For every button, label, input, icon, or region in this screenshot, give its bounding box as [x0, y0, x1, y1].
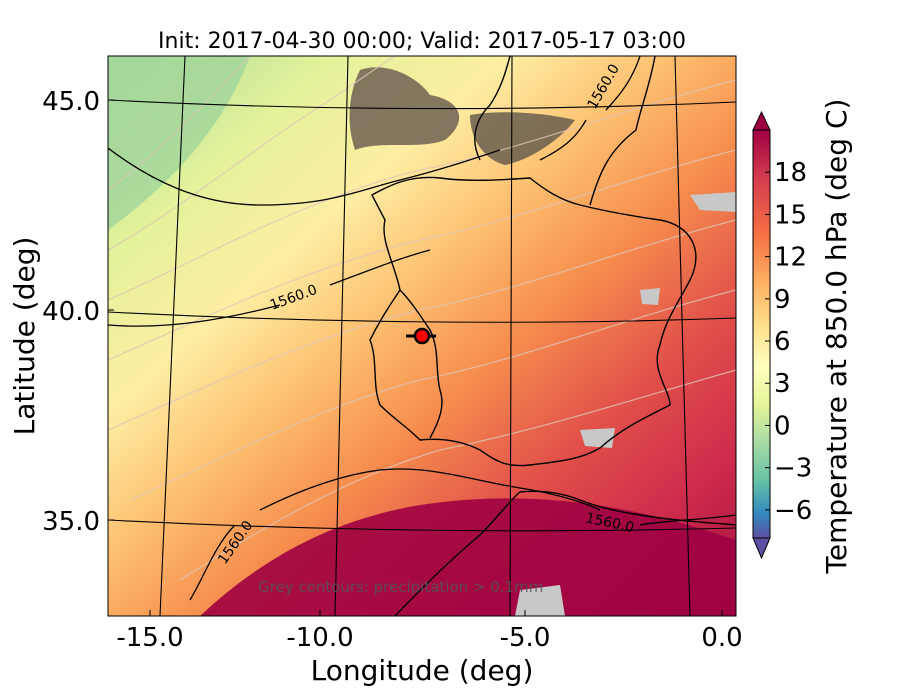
x-tick-label: -5.0	[500, 623, 551, 653]
portugal-border	[399, 289, 443, 439]
colorbar-tick-label: 12	[774, 243, 807, 273]
precipitation-patch	[640, 288, 660, 305]
france-coast	[474, 56, 511, 161]
colorbar-tick-label: 9	[774, 285, 791, 315]
map-area: 1560.0 1560.0 1560.0 1560.0 Grey contour…	[108, 56, 736, 616]
temperature-contours	[108, 56, 736, 581]
graticule	[108, 56, 736, 616]
france-coast-2	[589, 56, 656, 206]
colorbar-extend-top	[752, 110, 771, 131]
location-marker	[413, 327, 431, 345]
colorbar-tick-label: −6	[774, 496, 812, 526]
colorbar-tick-label: −3	[774, 454, 812, 484]
colorbar-tick-label: 0	[774, 411, 791, 441]
geopotential-contours	[108, 56, 736, 601]
x-tick-label: 0.0	[701, 623, 742, 653]
iberia-coast	[369, 176, 697, 467]
map-frame	[107, 55, 737, 617]
x-axis: -15.0 -10.0 -5.0 0.0 Longitude (deg)	[116, 610, 743, 687]
y-tick-label: 35.0	[42, 507, 100, 537]
precipitation-patch	[580, 428, 615, 448]
y-axis: 45.0 40.0 35.0 Latitude (deg)	[8, 87, 114, 537]
cool-zone	[108, 56, 250, 230]
colorbar-tick-label: 6	[774, 327, 791, 357]
colorbar-tick-label: 15	[774, 200, 807, 230]
colorbar-gradient	[752, 129, 771, 539]
x-axis-label: Longitude (deg)	[311, 654, 534, 687]
chart-title: Init: 2017-04-30 00:00; Valid: 2017-05-1…	[158, 29, 686, 54]
y-tick-label: 45.0	[42, 87, 100, 117]
y-tick-label: 40.0	[42, 297, 100, 327]
colorbar-extend-bottom	[752, 537, 771, 560]
colorbar-tick-label: 3	[774, 369, 791, 399]
precipitation-patch	[515, 585, 565, 616]
coastlines	[369, 56, 736, 616]
colorbar-tick-label: 18	[774, 158, 807, 188]
colorbar: −6 −3 0 3 6 9 12 15 18 Temperature at 850.0 hPa …	[752, 99, 853, 575]
precipitation-patch	[690, 192, 736, 212]
y-axis-label: Latitude (deg)	[8, 237, 41, 436]
x-tick-label: -15.0	[116, 623, 183, 653]
africa-coast	[394, 490, 736, 616]
x-tick-label: -10.0	[286, 623, 353, 653]
warm-zone	[200, 498, 736, 616]
precipitation-note: Grey contours: precipitation > 0.1mm	[258, 578, 543, 596]
colorbar-label: Temperature at 850.0 hPa (deg C)	[820, 99, 853, 575]
